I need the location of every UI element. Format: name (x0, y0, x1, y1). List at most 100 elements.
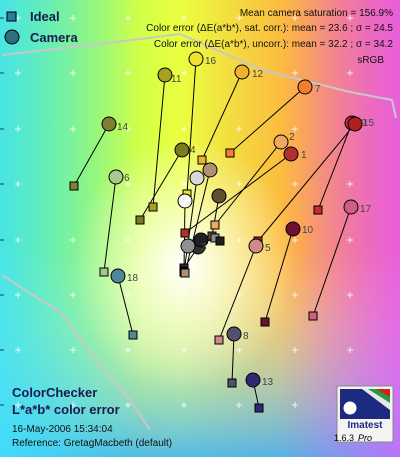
error-vector-9 (317, 122, 353, 211)
logo-circle (342, 400, 358, 416)
camera-marker-5 (248, 238, 264, 254)
error-vector-18 (117, 275, 134, 336)
patch-label-8: 8 (243, 331, 249, 342)
error-vector-17 (312, 206, 352, 317)
ideal-marker-7 (225, 148, 235, 158)
ideal-marker-10 (260, 317, 270, 327)
patch-label-17: 17 (360, 204, 372, 215)
error-vector-20 (183, 177, 198, 273)
stat-error-sat-corr: Color error (ΔE(a*b*), sat. corr.): mean… (146, 23, 393, 34)
colorspace-label: sRGB (357, 55, 384, 66)
chart-title: ColorChecker (12, 385, 97, 400)
ideal-marker-2 (210, 220, 220, 230)
ideal-marker-13 (254, 403, 264, 413)
ideal-marker-24 (215, 236, 225, 246)
camera-markers (101, 51, 363, 388)
patch-label-2: 2 (289, 132, 295, 143)
camera-marker-12 (234, 64, 250, 80)
legend-ideal-label: Ideal (30, 9, 60, 24)
patch-label-14: 14 (117, 122, 129, 133)
error-vector-8 (231, 333, 235, 384)
camera-marker-15 (347, 116, 363, 132)
legend: Ideal Camera (4, 9, 78, 45)
error-vector-5 (218, 245, 257, 341)
camera-marker-11 (157, 67, 173, 83)
camera-marker-19 (177, 193, 193, 209)
srgb-gamut-boundary-top (1, 32, 397, 119)
patch-label-9: 9 (361, 118, 367, 129)
camera-marker-23 (180, 238, 196, 254)
stat-saturation: Mean camera saturation = 156.9% (240, 8, 393, 19)
ideal-marker-11 (148, 202, 158, 212)
error-vector-7 (229, 86, 306, 154)
ideal-marker-4 (135, 215, 145, 225)
legend-ideal-icon (6, 11, 17, 22)
patch-label-10: 10 (302, 225, 314, 236)
camera-marker-10 (285, 221, 301, 237)
ideal-marker-18 (128, 330, 138, 340)
patch-label-11: 11 (171, 74, 182, 85)
gridlines (0, 15, 353, 408)
logo-stripe-red (376, 389, 390, 397)
camera-marker-16 (188, 51, 204, 67)
patch-label-1: 1 (301, 150, 307, 161)
error-vector-6 (103, 176, 117, 273)
camera-marker-2 (273, 134, 289, 150)
error-vector-15 (257, 123, 356, 242)
patch-label-15: 15 (363, 118, 375, 129)
error-vector-4 (139, 149, 183, 221)
ideal-marker-1 (180, 228, 190, 238)
camera-marker-22 (211, 188, 227, 204)
patch-label-18: 18 (127, 273, 139, 284)
chart-reference: Reference: GretagMacbeth (default) (12, 438, 172, 449)
legend-camera-label: Camera (30, 30, 78, 45)
logo-version: 1.6.3 (334, 433, 354, 443)
patch-label-13: 13 (262, 377, 274, 388)
camera-marker-14 (101, 116, 117, 132)
error-vector-16 (186, 58, 197, 195)
ideal-marker-17 (308, 311, 318, 321)
camera-marker-21 (202, 162, 218, 178)
stat-error-uncorr: Color error (ΔE(a*b*), uncorr.): mean = … (154, 39, 394, 50)
error-vector-21 (184, 169, 211, 274)
patch-label-5: 5 (265, 243, 271, 254)
patch-label-16: 16 (205, 56, 217, 67)
srgb-gamut-boundary-bottom (1, 274, 151, 431)
camera-marker-1 (283, 146, 299, 162)
camera-marker-20 (189, 170, 205, 186)
chart-subtitle: L*a*b* color error (12, 402, 120, 417)
ideal-marker-8 (227, 378, 237, 388)
stats-block: Mean camera saturation = 156.9% Color er… (146, 8, 393, 66)
ideal-markers (69, 148, 323, 413)
ideal-marker-14 (69, 181, 79, 191)
camera-marker-7 (297, 79, 313, 95)
error-vector-14 (73, 123, 110, 187)
camera-marker-17 (343, 199, 359, 215)
ideal-marker-6 (99, 267, 109, 277)
patch-label-7: 7 (315, 84, 321, 95)
camera-marker-8 (226, 326, 242, 342)
error-vector-11 (152, 74, 166, 208)
camera-marker-18 (110, 268, 126, 284)
error-vectors (73, 58, 356, 409)
camera-marker-6 (108, 169, 124, 185)
ideal-marker-21 (180, 268, 190, 278)
logo-text: Imatest (347, 420, 383, 431)
patch-label-12: 12 (252, 69, 264, 80)
camera-marker-24 (193, 232, 209, 248)
ideal-marker-12 (197, 155, 207, 165)
imatest-logo: Imatest 1.6.3 Pro (334, 385, 394, 443)
ideal-marker-5 (214, 335, 224, 345)
error-vector-10 (264, 228, 294, 323)
camera-marker-13 (245, 372, 261, 388)
patch-label-4: 4 (190, 145, 196, 156)
chart-date: 16-May-2006 15:34:04 (12, 424, 113, 435)
patch-label-3: 3 (201, 242, 207, 253)
patch-label-6: 6 (124, 173, 130, 184)
error-vector-12 (201, 71, 243, 161)
error-vector-1 (184, 153, 292, 234)
logo-edition: Pro (358, 433, 372, 443)
